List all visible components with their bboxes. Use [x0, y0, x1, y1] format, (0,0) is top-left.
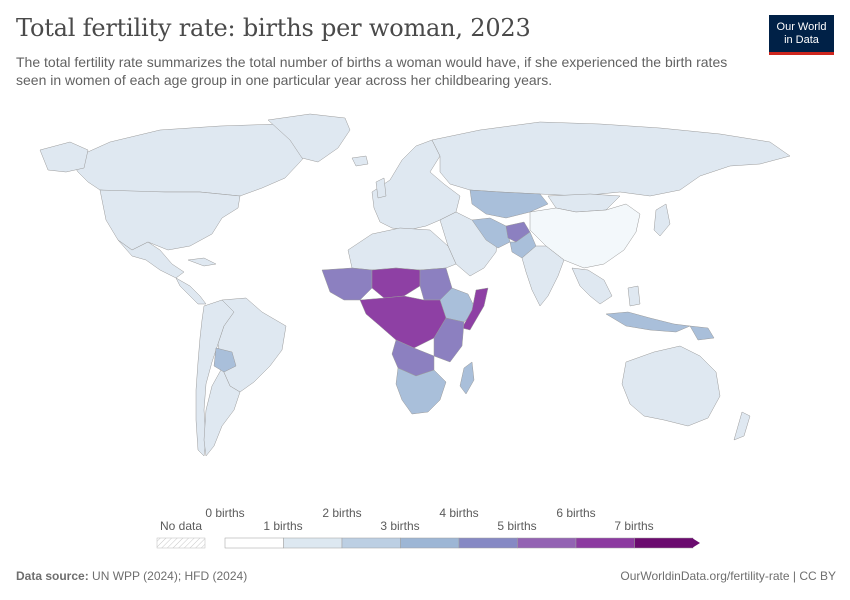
region-north-africa[interactable]	[347, 227, 457, 271]
legend-bin-5[interactable]	[517, 537, 577, 549]
no-data-label: No data	[160, 519, 202, 533]
map-legend: No data 0 births 2 births 4 births 6 bir…	[156, 506, 700, 549]
world-map[interactable]	[0, 100, 850, 500]
country-bolivia[interactable]	[213, 347, 237, 373]
chart-subtitle: The total fertility rate summarizes the …	[16, 54, 728, 88]
country-india[interactable]	[521, 245, 565, 307]
legend-label-4: 4 births	[439, 506, 478, 520]
country-greenland[interactable]	[267, 113, 351, 163]
country-papua-new-guinea[interactable]	[689, 325, 715, 341]
legend-bin-0[interactable]	[224, 537, 284, 549]
country-alaska[interactable]	[39, 141, 89, 173]
country-japan[interactable]	[653, 203, 671, 237]
legend-label-1: 1 births	[263, 519, 302, 533]
region-southeast-asia[interactable]	[571, 267, 613, 305]
region-west-africa[interactable]	[321, 267, 373, 301]
legend-bin-6[interactable]	[575, 537, 635, 549]
country-argentina[interactable]	[203, 367, 241, 457]
legend-bin-7[interactable]	[634, 537, 694, 549]
country-mexico[interactable]	[117, 239, 185, 279]
legend-arrow	[692, 538, 700, 548]
country-niger-chad[interactable]	[371, 267, 421, 299]
legend-label-6: 6 births	[556, 506, 595, 520]
logo-line-2: in Data	[784, 33, 819, 46]
country-indonesia[interactable]	[605, 311, 691, 333]
legend-bin-1[interactable]	[283, 537, 343, 549]
legend-label-7: 7 births	[614, 519, 653, 533]
country-brazil[interactable]	[217, 297, 287, 393]
chart-title: Total fertility rate: births per woman, …	[16, 14, 531, 42]
data-source: Data source: UN WPP (2024); HFD (2024)	[16, 569, 247, 583]
country-somalia[interactable]	[461, 287, 489, 331]
country-russia[interactable]	[431, 121, 791, 197]
region-central-africa[interactable]	[359, 295, 447, 349]
legend-bins	[224, 537, 694, 549]
country-cuba[interactable]	[187, 257, 217, 267]
logo-line-1: Our World	[776, 20, 827, 33]
owid-logo[interactable]: Our World in Data	[769, 15, 834, 55]
data-source-text[interactable]: UN WPP (2024); HFD (2024)	[92, 569, 248, 583]
source-url[interactable]: OurWorldinData.org/fertility-rate | CC B…	[620, 569, 836, 583]
country-new-zealand[interactable]	[733, 411, 751, 441]
country-central-america[interactable]	[175, 277, 207, 305]
legend-bin-3[interactable]	[400, 537, 460, 549]
region-southern-africa[interactable]	[395, 367, 447, 415]
legend-label-5: 5 births	[497, 519, 536, 533]
country-iceland[interactable]	[351, 155, 369, 167]
legend-label-3: 3 births	[380, 519, 419, 533]
legend-label-0: 0 births	[205, 506, 244, 520]
no-data-swatch	[156, 537, 206, 549]
data-source-label: Data source:	[16, 569, 89, 583]
region-europe[interactable]	[371, 139, 461, 231]
country-uk[interactable]	[375, 177, 387, 199]
legend-bin-2[interactable]	[341, 537, 401, 549]
country-australia[interactable]	[621, 345, 721, 427]
country-madagascar[interactable]	[459, 361, 475, 395]
legend-bin-4[interactable]	[458, 537, 518, 549]
country-philippines[interactable]	[627, 285, 641, 307]
legend-label-2: 2 births	[322, 506, 361, 520]
country-usa[interactable]	[99, 189, 241, 251]
region-east-africa[interactable]	[433, 317, 465, 363]
